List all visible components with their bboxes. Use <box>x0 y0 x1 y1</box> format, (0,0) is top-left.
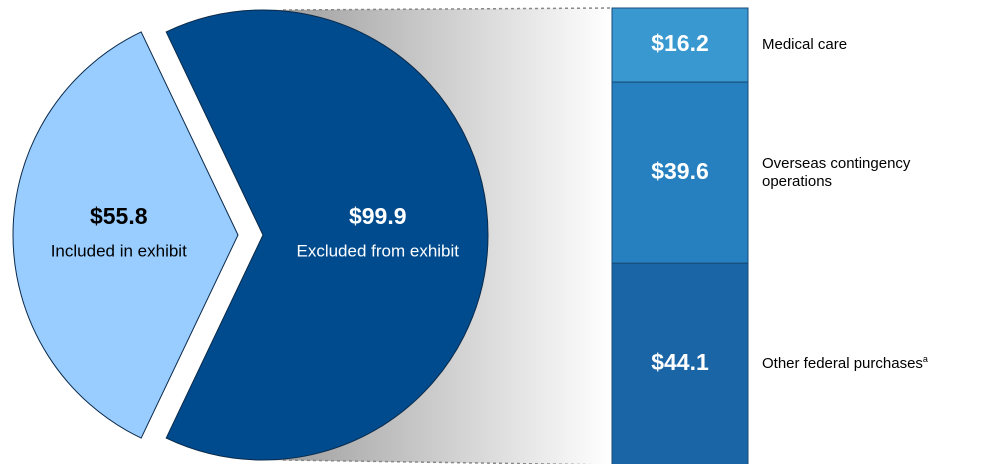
pie-category-label: Included in exhibit <box>51 241 187 260</box>
footnote-marker: a <box>922 354 928 365</box>
category-name: Overseas contingency operations <box>762 154 911 190</box>
category-label: Medical care <box>762 36 952 54</box>
category-label: Overseas contingency operations <box>762 155 952 191</box>
pie-category-label: Excluded from exhibit <box>296 241 459 260</box>
bar-value-label: $39.6 <box>651 158 709 184</box>
category-name: Other federal purchases <box>762 355 923 373</box>
pie-value-label: $55.8 <box>90 203 148 229</box>
bar-segment <box>611 262 749 464</box>
connector-line <box>282 459 596 464</box>
connector-line <box>282 7 613 11</box>
bar-value-label: $16.2 <box>651 30 709 56</box>
pie-slice <box>165 9 489 461</box>
category-name: Medical care <box>762 36 848 54</box>
pie-value-label: $99.9 <box>349 203 407 229</box>
pie-slice <box>12 31 239 439</box>
category-label: Other federal purchasesa <box>762 355 952 373</box>
bar-value-label: $44.1 <box>651 349 709 375</box>
bar-segment <box>611 81 749 264</box>
